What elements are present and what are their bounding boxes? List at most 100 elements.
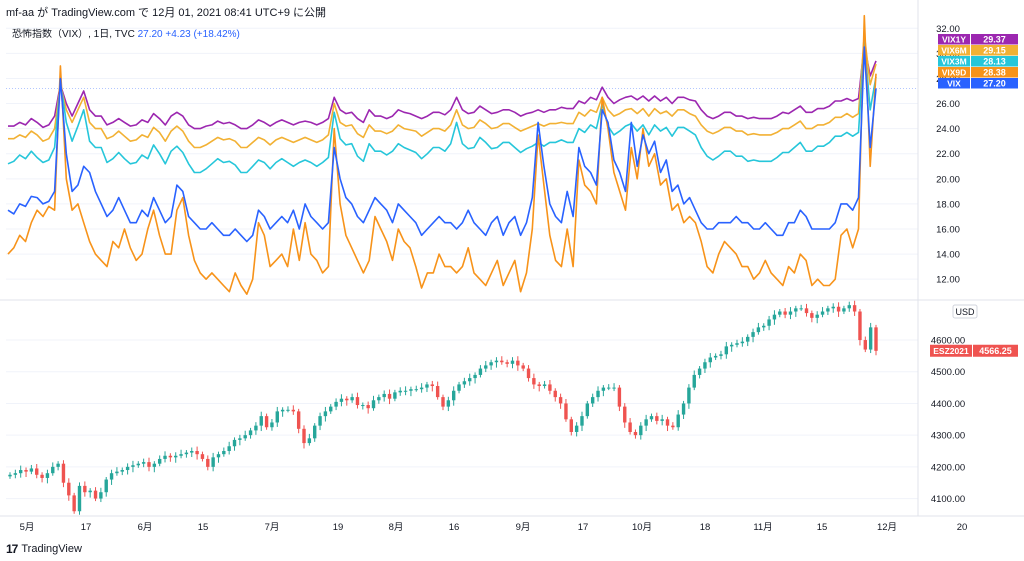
candle-body (280, 409, 285, 412)
symbol-change: +4.23 (+18.42%) (165, 29, 240, 40)
x-tick-label: 7月 (265, 522, 280, 533)
y-tick-label: 4500.00 (931, 367, 965, 378)
candle-body (350, 397, 354, 401)
candle-body (67, 482, 71, 496)
candle-body (329, 406, 333, 412)
candle-body (521, 365, 525, 369)
candle-body (794, 308, 798, 312)
series-value-tag (971, 45, 1018, 56)
candle-body (361, 405, 365, 407)
candle-body (697, 368, 702, 375)
candle-body (318, 416, 322, 426)
candle-body (109, 473, 114, 480)
candle-body (120, 470, 124, 472)
candle-body (510, 360, 515, 364)
candle-body (655, 416, 659, 421)
candle-body (494, 360, 499, 363)
candle-body (842, 308, 846, 312)
candle-body (676, 414, 680, 428)
x-tick-label: 16 (449, 522, 460, 533)
candle-body (393, 392, 397, 399)
candle-body (746, 336, 750, 342)
footer-brand[interactable]: 17 TradingView (6, 542, 82, 556)
candle-body (51, 466, 55, 474)
candle-body (302, 428, 306, 444)
candle-body (708, 357, 712, 363)
candle-body (168, 455, 173, 458)
series-value-tag (971, 56, 1018, 67)
candle-body (729, 344, 734, 347)
candle-body (409, 389, 413, 391)
candle-body (783, 311, 787, 315)
candle-body (719, 354, 723, 356)
x-tick-label: 10月 (632, 522, 652, 533)
candle-body (692, 374, 696, 388)
candle-body (612, 387, 616, 389)
candle-body (366, 405, 370, 409)
candle-body (847, 305, 851, 309)
y-tick-label: 32.00 (936, 24, 960, 35)
series-line-vix (7, 46, 877, 243)
candle-body (644, 419, 648, 426)
candle-body (291, 409, 296, 412)
y-tick-label: 18.00 (936, 199, 960, 210)
candle-body (868, 327, 873, 350)
series-name-label: VIX1Y (942, 35, 966, 45)
candle-body (446, 400, 451, 407)
symbol-name: 恐怖指数（VIX）, 1日, TVC (12, 29, 135, 40)
candle-body (200, 454, 205, 459)
candle-body (184, 452, 189, 455)
candle-body (804, 308, 809, 314)
candle-body (799, 308, 803, 310)
footer-brand-label: TradingView (21, 543, 82, 555)
candle-body (751, 332, 755, 337)
series-value-label: 29.37 (983, 35, 1006, 45)
candle-body (206, 458, 210, 467)
series-value-tag (971, 34, 1018, 45)
candle-body (125, 466, 130, 471)
x-tick-label: 11月 (753, 522, 772, 533)
candle-body (56, 463, 60, 467)
candle-body (334, 401, 338, 407)
x-tick-label: 17 (578, 522, 589, 533)
candle-body (526, 368, 531, 379)
x-tick-label: 18 (700, 522, 711, 533)
series-line-vix6m (8, 33, 877, 149)
candle-body (248, 430, 253, 436)
candle-body (762, 325, 766, 328)
candle-body (500, 360, 504, 363)
candle-body (778, 311, 782, 315)
x-tick-label: 20 (957, 522, 968, 533)
candle-body (387, 393, 392, 399)
candle-body (24, 470, 28, 472)
candle-body (339, 398, 344, 402)
candle-body (687, 387, 691, 404)
tradingview-logo-icon: 17 (6, 542, 18, 556)
y-tick-label: 20.00 (936, 174, 960, 185)
candle-body (574, 425, 579, 432)
candle-body (633, 431, 638, 436)
candle-body (313, 425, 317, 439)
x-tick-label: 17 (81, 522, 92, 533)
candle-body (532, 378, 536, 385)
candle-body (83, 485, 87, 493)
candle-body (425, 384, 429, 388)
candle-body (414, 389, 418, 391)
y-tick-label: 4600.00 (931, 336, 965, 347)
candle-body (115, 471, 119, 474)
x-tick-label: 6月 (138, 522, 153, 533)
series-value-label: 29.15 (983, 46, 1006, 56)
candle-body (580, 416, 584, 426)
candle-body (93, 490, 98, 499)
currency-unit-label: USD (955, 307, 975, 317)
candle-body (457, 384, 461, 391)
candle-body (141, 462, 146, 464)
y-tick-label: 4400.00 (931, 399, 965, 410)
candle-body (724, 346, 729, 355)
candle-body (382, 393, 386, 398)
candle-body (441, 397, 445, 407)
series-line-vix1y (8, 43, 877, 130)
candle-body (377, 397, 381, 401)
candle-body (820, 311, 825, 315)
